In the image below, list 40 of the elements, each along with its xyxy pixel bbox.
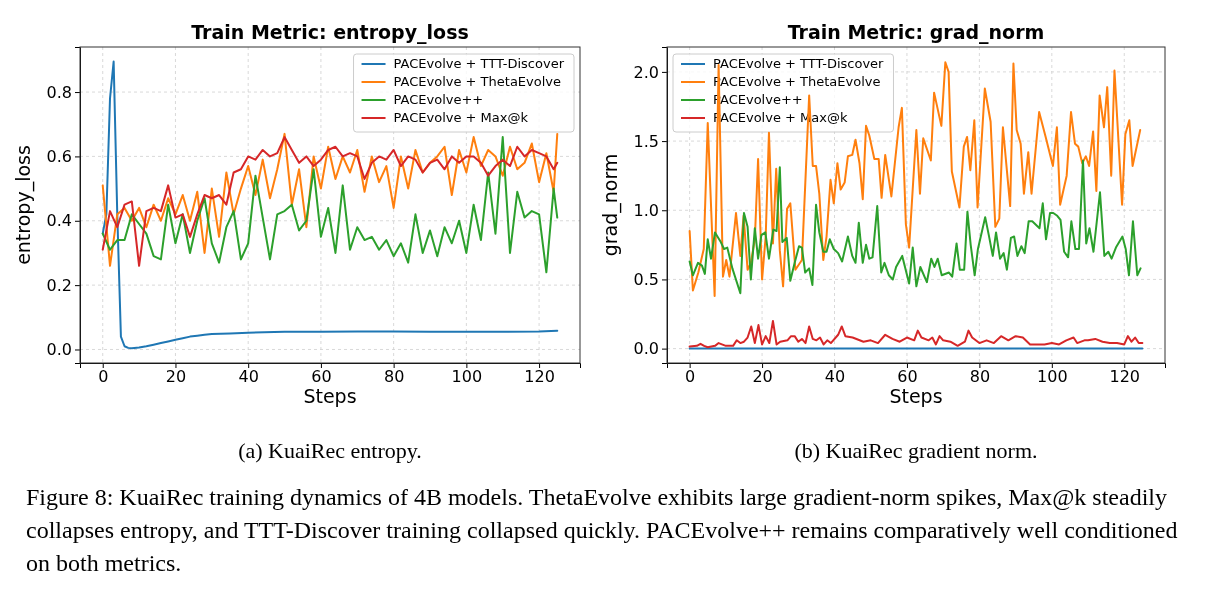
y-tick-label: 1.0 (633, 200, 659, 220)
x-tick-label: 20 (165, 367, 187, 387)
x-tick-label: 80 (969, 367, 991, 387)
legend-label: PACEvolve + TTT-Discover (713, 56, 885, 71)
legend-label: PACEvolve + TTT-Discover (393, 56, 565, 71)
y-axis-title: entropy_loss (12, 145, 35, 265)
legend-label: PACEvolve++ (393, 92, 484, 107)
text: (b) KuaiRec gradient norm. (794, 438, 1038, 463)
legend-label: PACEvolve + Max@k (393, 110, 529, 125)
x-axis-title: Steps (889, 385, 943, 407)
x-tick-label: 0 (98, 367, 109, 387)
y-tick-label: 0.2 (46, 275, 72, 295)
caption: Figure 8: KuaiRec training dynamics of 4B models. ThetaEvolve exhibits large gradient-norm spikes, Max@k steadily collapses entropy, and TTT-Discover training collapsed quickly. PACEvolve++ remains comparatively well conditioned on both metrics. (26, 484, 1178, 576)
legend-label: PACEvolve + ThetaEvolve (393, 74, 562, 89)
x-axis-title: Steps (303, 385, 357, 407)
x-tick-label: 100 (1037, 367, 1068, 387)
y-tick-label: 0.5 (633, 270, 659, 290)
x-tick-label: 120 (524, 367, 555, 387)
y-tick-label: 1.5 (633, 131, 659, 151)
y-tick-label: 2.0 (633, 62, 659, 82)
y-tick-label: 0.0 (46, 340, 72, 360)
x-tick-label: 20 (752, 367, 773, 387)
line-series (688, 159, 1142, 295)
chart-title: Train Metric: entropy_loss (191, 21, 469, 44)
y-tick-label: 0.6 (46, 147, 72, 167)
y-tick-label: 0.4 (46, 211, 72, 231)
x-tick-label: 120 (1109, 367, 1141, 387)
text: (a) KuaiRec entropy. (238, 438, 422, 463)
y-tick-label: 0.8 (46, 82, 72, 102)
x-tick-label: 40 (238, 367, 259, 387)
line-series (688, 319, 1144, 349)
chart-title: Train Metric: grad_norm (787, 21, 1045, 44)
x-tick-label: 40 (824, 367, 846, 387)
x-tick-label: 100 (451, 367, 483, 387)
x-tick-label: 60 (897, 367, 918, 387)
y-axis-title: grad_norm (599, 153, 622, 257)
y-tick-label: 0.0 (633, 339, 659, 359)
x-tick-label: 80 (383, 367, 405, 387)
x-tick-label: 60 (311, 367, 332, 387)
x-tick-label: 0 (685, 367, 696, 387)
